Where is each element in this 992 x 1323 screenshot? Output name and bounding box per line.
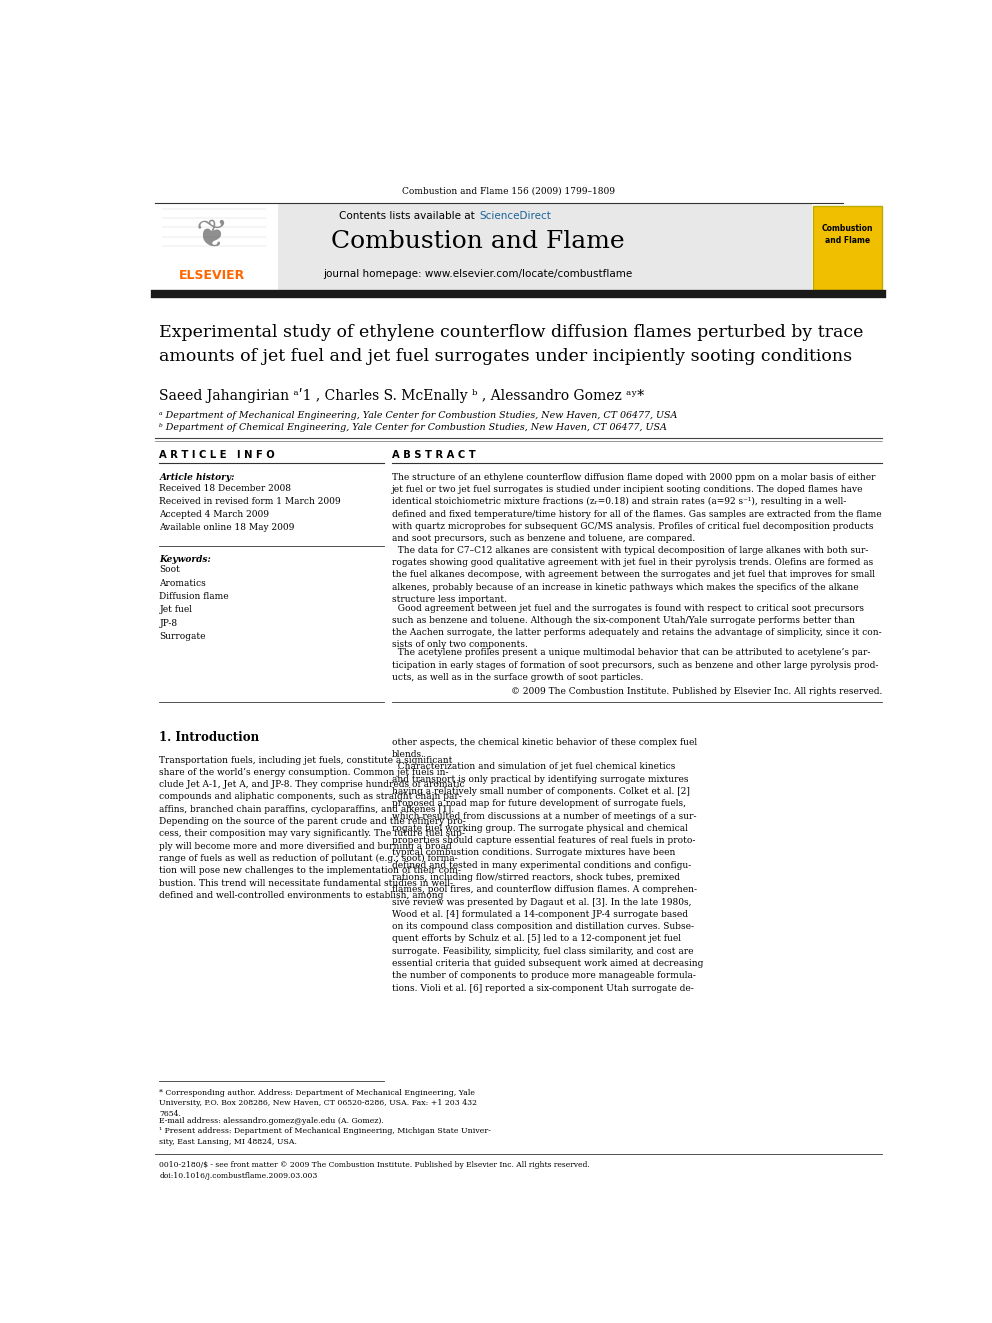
Text: ScienceDirect: ScienceDirect — [479, 210, 552, 221]
Text: ELSEVIER: ELSEVIER — [180, 270, 246, 282]
Text: Good agreement between jet fuel and the surrogates is found with respect to crit: Good agreement between jet fuel and the … — [392, 603, 881, 650]
Text: A B S T R A C T: A B S T R A C T — [392, 450, 475, 460]
Text: other aspects, the chemical kinetic behavior of these complex fuel
blends.
  Cha: other aspects, the chemical kinetic beha… — [392, 738, 703, 992]
Text: Article history:: Article history: — [160, 472, 235, 482]
Text: Keywords:: Keywords: — [160, 554, 211, 564]
Text: Combustion
and Flame: Combustion and Flame — [821, 224, 873, 245]
Text: * Corresponding author. Address: Department of Mechanical Engineering, Yale
Univ: * Corresponding author. Address: Departm… — [160, 1089, 477, 1118]
Text: ❦: ❦ — [196, 217, 229, 255]
Text: Contents lists available at: Contents lists available at — [338, 210, 478, 221]
Text: Combustion and Flame: Combustion and Flame — [331, 230, 624, 254]
Text: Received 18 December 2008
Received in revised form 1 March 2009
Accepted 4 March: Received 18 December 2008 Received in re… — [160, 484, 341, 532]
Text: Soot
Aromatics
Diffusion flame
Jet fuel
JP-8
Surrogate: Soot Aromatics Diffusion flame Jet fuel … — [160, 565, 229, 642]
Text: Transportation fuels, including jet fuels, constitute a significant
share of the: Transportation fuels, including jet fuel… — [160, 755, 466, 900]
Text: E-mail address: alessandro.gomez@yale.edu (A. Gomez).: E-mail address: alessandro.gomez@yale.ed… — [160, 1117, 384, 1125]
Text: journal homepage: www.elsevier.com/locate/combustflame: journal homepage: www.elsevier.com/locat… — [323, 270, 632, 279]
Text: ¹ Present address: Department of Mechanical Engineering, Michigan State Univer-
: ¹ Present address: Department of Mechani… — [160, 1127, 491, 1146]
Text: Experimental study of ethylene counterflow diffusion flames perturbed by trace
a: Experimental study of ethylene counterfl… — [160, 324, 864, 365]
Text: The structure of an ethylene counterflow diffusion flame doped with 2000 ppm on : The structure of an ethylene counterflow… — [392, 472, 881, 542]
Bar — [812, 205, 882, 291]
Bar — [155, 202, 812, 294]
Text: © 2009 The Combustion Institute. Published by Elsevier Inc. All rights reserved.: © 2009 The Combustion Institute. Publish… — [511, 687, 882, 696]
Bar — [155, 202, 278, 294]
Text: A R T I C L E   I N F O: A R T I C L E I N F O — [160, 450, 275, 460]
Text: The acetylene profiles present a unique multimodal behavior that can be attribut: The acetylene profiles present a unique … — [392, 648, 878, 681]
Text: ᵃ Department of Mechanical Engineering, Yale Center for Combustion Studies, New : ᵃ Department of Mechanical Engineering, … — [160, 411, 678, 421]
Text: Saeed Jahangirian ᵃʹ1 , Charles S. McEnally ᵇ , Alessandro Gomez ᵃʸ*: Saeed Jahangirian ᵃʹ1 , Charles S. McEna… — [160, 389, 645, 404]
Text: 1. Introduction: 1. Introduction — [160, 732, 260, 745]
Text: Combustion and Flame 156 (2009) 1799–1809: Combustion and Flame 156 (2009) 1799–180… — [402, 187, 615, 196]
Text: The data for C7–C12 alkanes are consistent with typical decomposition of large a: The data for C7–C12 alkanes are consiste… — [392, 546, 875, 603]
Text: 0010-2180/$ - see front matter © 2009 The Combustion Institute. Published by Els: 0010-2180/$ - see front matter © 2009 Th… — [160, 1162, 590, 1180]
Text: ᵇ Department of Chemical Engineering, Yale Center for Combustion Studies, New Ha: ᵇ Department of Chemical Engineering, Ya… — [160, 423, 668, 433]
